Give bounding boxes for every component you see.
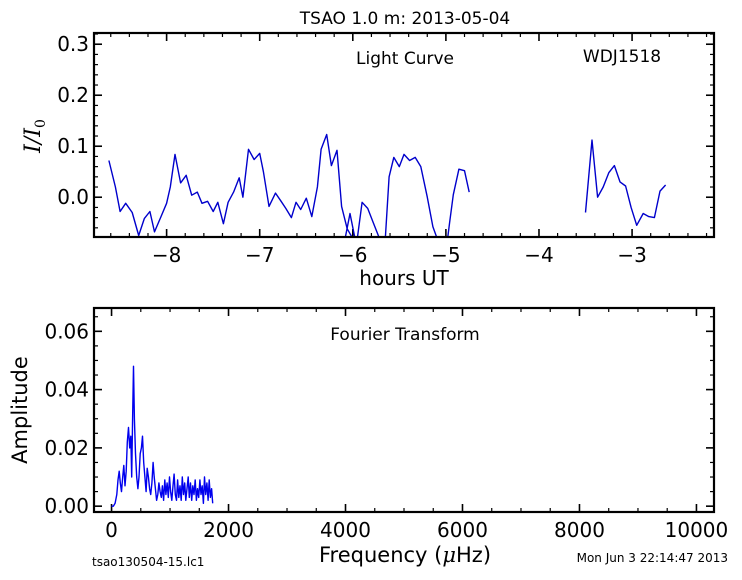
star-name-annotation: WDJ1518 bbox=[583, 47, 661, 67]
fourier-lines bbox=[111, 365, 214, 507]
figure-title: TSAO 1.0 m: 2013-05-04 bbox=[299, 9, 511, 29]
ylabel-subscript: 0 bbox=[33, 119, 49, 128]
fourier-frame bbox=[92, 306, 716, 514]
light-curve-panel: −8 −7 −6 −5 −4 −3 0.0 0.1 0.2 0.3 Light Curve WDJ… bbox=[21, 31, 716, 290]
x-tick-label: −5 bbox=[431, 243, 460, 267]
y-tick-label: 0.0 bbox=[57, 185, 89, 209]
light-curve-ylabel: I/I0 bbox=[21, 119, 49, 154]
y-tick-label: 0.06 bbox=[44, 319, 89, 343]
fourier-panel: 0 2000 4000 6000 8000 10000 0.00 0.02 0.04 0.06 F… bbox=[8, 306, 728, 567]
light-curve-lines bbox=[108, 133, 667, 237]
x-tick-label: 0 bbox=[105, 518, 118, 542]
light-curve-frame bbox=[92, 31, 716, 239]
y-tick-label: 0.1 bbox=[57, 134, 89, 158]
footer-filename: tsao130504-15.lc1 bbox=[92, 555, 204, 569]
x-tick-label: 4000 bbox=[320, 518, 371, 542]
light-curve-ticks: −8 −7 −6 −5 −4 −3 0.0 0.1 0.2 0.3 bbox=[57, 32, 714, 267]
fourier-xlabel: Frequency (μHz) bbox=[319, 543, 491, 567]
y-tick-label: 0.00 bbox=[44, 494, 89, 518]
xlabel-hz: Hz) bbox=[456, 543, 491, 567]
light-curve-series bbox=[584, 139, 667, 227]
x-tick-label: −8 bbox=[152, 243, 181, 267]
xlabel-mu: μ bbox=[442, 543, 456, 567]
fourier-ticks: 0 2000 4000 6000 8000 10000 0.00 0.02 0.04 0.06 bbox=[44, 308, 728, 542]
light-curve-title: Light Curve bbox=[356, 49, 454, 69]
fourier-series bbox=[111, 365, 214, 507]
footer-timestamp: Mon Jun 3 22:14:47 2013 bbox=[577, 551, 728, 565]
x-tick-label: 2000 bbox=[203, 518, 254, 542]
x-tick-label: 6000 bbox=[437, 518, 488, 542]
ylabel-reference: I bbox=[21, 127, 46, 138]
light-curve-series bbox=[108, 133, 353, 237]
fourier-ylabel: Amplitude bbox=[8, 356, 32, 464]
xlabel-frequency: Frequency ( bbox=[319, 543, 442, 567]
light-curve-series bbox=[356, 201, 380, 237]
fourier-title: Fourier Transform bbox=[330, 325, 479, 345]
y-tick-label: 0.3 bbox=[57, 32, 89, 56]
ylabel-slash: / bbox=[21, 134, 46, 146]
light-curve-series bbox=[344, 212, 356, 237]
ylabel-intensity: I bbox=[21, 143, 46, 154]
x-tick-label: −4 bbox=[524, 243, 553, 267]
y-tick-label: 0.02 bbox=[44, 436, 89, 460]
x-tick-label: 10000 bbox=[665, 518, 729, 542]
x-tick-label: −7 bbox=[245, 243, 274, 267]
light-curve-series bbox=[384, 153, 438, 237]
x-tick-label: −6 bbox=[338, 243, 367, 267]
x-tick-label: 8000 bbox=[554, 518, 605, 542]
light-curve-series bbox=[447, 168, 470, 237]
x-tick-label: −3 bbox=[617, 243, 646, 267]
y-tick-label: 0.2 bbox=[57, 83, 89, 107]
light-curve-xlabel: hours UT bbox=[359, 266, 449, 290]
y-tick-label: 0.04 bbox=[44, 378, 89, 402]
